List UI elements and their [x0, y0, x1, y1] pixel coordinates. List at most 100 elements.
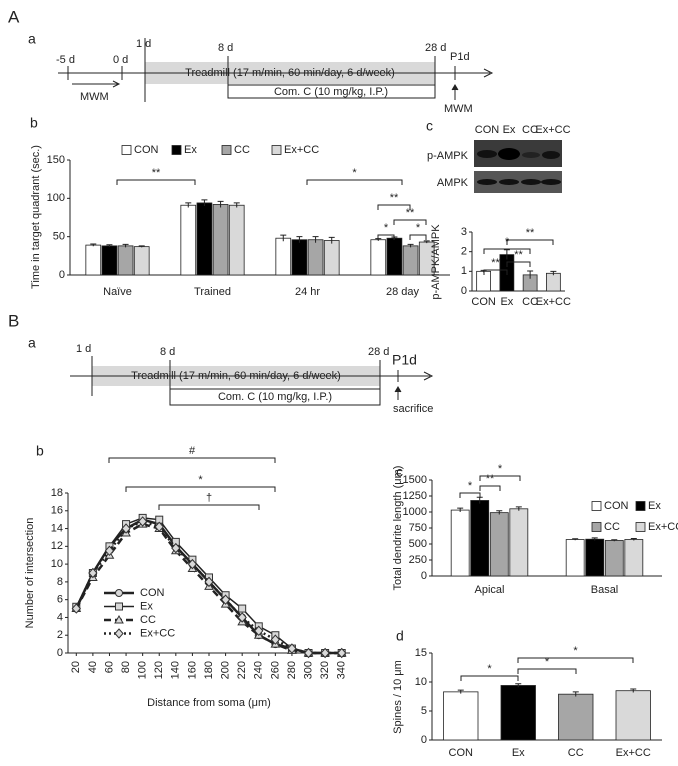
- error-bar: [515, 683, 522, 688]
- day-label: 1 d: [136, 38, 151, 50]
- x-tick-label: Ex: [512, 747, 525, 759]
- legend-label: Ex: [184, 144, 197, 156]
- legend-label: CC: [604, 521, 620, 533]
- x-tick-label: Naïve: [103, 286, 132, 298]
- band: [499, 179, 519, 185]
- arrow-head: [451, 84, 459, 91]
- treadmill-label: Treadmill (17 m/min, 60 min/day, 6 d/wee…: [185, 67, 395, 79]
- panel-letter: a: [28, 335, 36, 351]
- x-tick-label: 300: [302, 661, 314, 679]
- y-tick-label: 0: [421, 734, 427, 746]
- x-tick-label: 40: [87, 661, 99, 673]
- test-label: MWM: [80, 91, 109, 103]
- y-tick-label: 18: [51, 487, 63, 499]
- y-tick-label: 750: [409, 522, 427, 534]
- significance-label: *: [487, 663, 492, 675]
- x-tick-label: 180: [203, 661, 215, 679]
- error-bar: [217, 200, 224, 208]
- legend-swatch: [591, 501, 602, 511]
- x-tick-label: Apical: [475, 584, 505, 596]
- marker: [121, 523, 131, 534]
- error-bar: [296, 236, 303, 243]
- significance-bracket: [517, 657, 634, 663]
- x-tick-label: 20: [70, 661, 82, 673]
- x-tick-label: 200: [219, 661, 231, 679]
- day-label: 0 d: [113, 54, 128, 66]
- x-tick-label: 320: [319, 661, 331, 679]
- significance-label: #: [189, 445, 196, 457]
- legend-swatch: [635, 522, 646, 532]
- significance-bracket: [483, 269, 508, 275]
- y-tick-label: 10: [51, 558, 63, 570]
- y-tick-label: 12: [51, 540, 63, 552]
- legend-swatch: [635, 501, 646, 511]
- bar: [546, 272, 561, 292]
- error-bar: [630, 538, 637, 541]
- marker: [254, 625, 264, 637]
- significance-bracket: [393, 219, 427, 225]
- bar: [386, 237, 403, 276]
- panel-letter: b: [36, 443, 44, 459]
- panel-letter: A: [8, 7, 20, 26]
- y-tick-label: 15: [415, 647, 427, 659]
- legend-label: Ex: [140, 600, 153, 612]
- x-tick-label: 280: [286, 661, 298, 679]
- y-tick-label: 250: [409, 554, 427, 566]
- x-tick-label: 160: [186, 661, 198, 679]
- error-bar: [611, 539, 618, 542]
- significance-bracket: [306, 179, 403, 185]
- panel-letter: c: [426, 118, 433, 134]
- y-axis-label: Time in target quadrant (sec.): [30, 145, 42, 289]
- legend-label: CC: [234, 144, 250, 156]
- bar: [558, 693, 594, 741]
- legend-swatch: [121, 145, 132, 155]
- marker: [303, 647, 314, 659]
- error-bar: [457, 689, 464, 694]
- error-bar: [527, 270, 534, 279]
- error-bar: [201, 199, 208, 206]
- x-tick-label: Basal: [591, 584, 619, 596]
- y-tick-label: 4: [57, 611, 63, 623]
- x-axis-label: Distance from soma (μm): [147, 697, 271, 709]
- y-tick-label: 0: [421, 570, 427, 582]
- significance-label: **: [526, 227, 535, 239]
- error-bar: [328, 236, 335, 244]
- x-tick-label: CON: [471, 296, 496, 308]
- day-label: 8 d: [160, 346, 175, 358]
- lane-label: CON: [475, 124, 500, 136]
- band: [498, 148, 520, 160]
- western-blot: [474, 140, 562, 193]
- marker: [104, 545, 115, 557]
- marker: [115, 589, 123, 597]
- error-bar: [423, 240, 430, 244]
- x-tick-label: 100: [137, 661, 149, 679]
- error-bar: [185, 202, 192, 208]
- bar: [180, 204, 197, 276]
- bar: [615, 690, 651, 741]
- error-bar: [503, 249, 510, 260]
- legend-label: CC: [140, 614, 156, 626]
- error-bar: [280, 234, 287, 242]
- x-tick-label: 80: [120, 661, 132, 673]
- bar: [117, 245, 134, 276]
- significance-bracket: [158, 504, 260, 510]
- y-tick-label: 5: [421, 705, 427, 717]
- significance-bracket: [517, 668, 577, 674]
- significance-label: *: [573, 645, 578, 657]
- panel-letter: d: [396, 628, 404, 644]
- y-axis-label: p-AMPK/AMPK: [430, 224, 442, 300]
- bar: [500, 685, 536, 741]
- y-tick-label: 2: [461, 246, 467, 258]
- y-tick-label: 50: [53, 231, 65, 243]
- bar: [370, 239, 387, 276]
- bar: [565, 539, 585, 577]
- y-tick-label: 1: [461, 265, 467, 277]
- legend-label: Ex+CC: [648, 521, 678, 533]
- timeline-a: [58, 38, 494, 102]
- significance-label: **: [390, 192, 399, 204]
- error-bar: [591, 537, 598, 541]
- significance-bracket: [506, 239, 554, 245]
- significance-bracket: [108, 457, 276, 463]
- error-bar: [572, 691, 579, 697]
